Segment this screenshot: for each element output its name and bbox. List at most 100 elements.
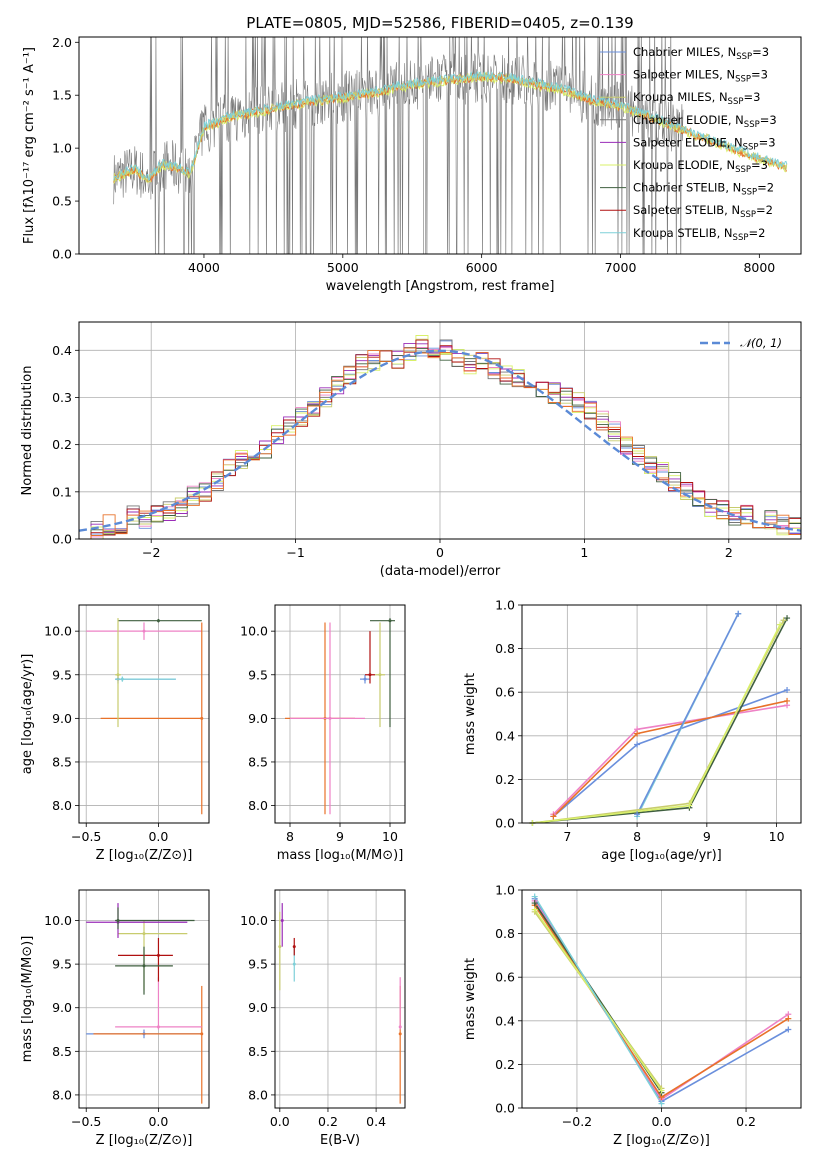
y-axis-label: mass weight — [463, 958, 478, 1040]
y-tick-label: 2.0 — [52, 35, 72, 50]
legend-label: Chabrier STELIB, NSSP=2 — [633, 181, 774, 198]
y-axis-label: mass weight — [463, 673, 478, 755]
y-tick-label: 0.2 — [495, 1057, 515, 1072]
series-line — [534, 896, 663, 1105]
y-tick-label: 10.0 — [240, 624, 268, 639]
x-tick-label: 0.0 — [148, 1114, 168, 1129]
x-axis-label: mass [log₁₀(M/M⊙)] — [277, 848, 404, 863]
legend-label: Chabrier MILES, NSSP=3 — [633, 45, 769, 62]
data-point — [120, 677, 124, 681]
y-tick-label: 0.0 — [495, 1101, 515, 1116]
x-axis-label: E(B-V) — [320, 1133, 360, 1148]
y-tick-label: 9.0 — [248, 711, 268, 726]
series-marker — [531, 893, 538, 900]
series-marker — [785, 1026, 792, 1033]
figure-title: PLATE=0805, MJD=52586, FIBERID=0405, z=0… — [246, 14, 633, 32]
y-tick-label: 9.5 — [52, 957, 72, 972]
x-tick-label: 10 — [769, 829, 785, 844]
axes-frame — [78, 889, 210, 1109]
data-point — [116, 673, 120, 677]
data-point — [156, 953, 160, 957]
axes-frame — [78, 36, 802, 255]
x-tick-label: 8 — [633, 829, 641, 844]
panel-spectrum: 4000 5000 6000 7000 8000 0.0 0.5 1.0 1.5 2.0 wavel… — [22, 35, 802, 294]
axes-frame — [521, 604, 802, 824]
y-tick-label: 8.5 — [248, 754, 268, 769]
y-tick-label: 10.0 — [240, 913, 268, 928]
legend-label: 𝒩(0, 1) — [740, 336, 782, 350]
y-axis-label: mass [log₁₀(M/M⊙)] — [20, 936, 35, 1063]
x-axis-label: Z [log₁₀(Z/Z⊙)] — [613, 1133, 710, 1148]
series-marker — [658, 1087, 665, 1094]
panel-mass-vs-ebv: 0.0 0.2 0.4 8.0 8.5 9.0 9.5 10.0 E(B-V) — [240, 889, 406, 1148]
x-tick-label: 0.0 — [270, 1114, 290, 1129]
series-marker — [780, 617, 787, 624]
series-line — [552, 704, 788, 815]
series-marker — [784, 697, 791, 704]
x-axis-label: Z [log₁₀(Z/Z⊙)] — [96, 848, 193, 863]
y-tick-label: 0.6 — [495, 685, 515, 700]
y-tick-label: 0.1 — [52, 484, 72, 499]
x-tick-label: 10 — [382, 829, 398, 844]
axes-frame — [78, 321, 802, 540]
series-marker — [634, 730, 641, 737]
series-marker — [735, 610, 742, 617]
x-tick-label: 1 — [580, 545, 588, 560]
panel-mass-vs-Z: −0.5 0.0 8.0 8.5 9.0 9.5 10.0 Z [log₁₀(Z/Z⊙)] ma… — [20, 889, 210, 1148]
model-spectrum-line — [113, 70, 788, 181]
series-line — [532, 624, 781, 823]
series-line — [552, 700, 788, 818]
data-point — [116, 919, 120, 923]
y-tick-label: 0.8 — [495, 641, 515, 656]
panel-age-vs-Z: −0.5 0.0 8.0 8.5 9.0 9.5 10.0 Z [log₁₀(Z/Z⊙)] ag… — [20, 604, 210, 863]
y-tick-label: 0.4 — [495, 728, 515, 743]
y-tick-label: 8.0 — [52, 1087, 72, 1102]
y-tick-label: 1.0 — [495, 598, 515, 613]
plot-area — [113, 37, 788, 254]
y-tick-label: 8.5 — [248, 1044, 268, 1059]
y-tick-label: 8.0 — [248, 1087, 268, 1102]
series-marker — [784, 687, 791, 694]
data-point — [278, 945, 282, 949]
series-marker — [785, 1015, 792, 1022]
y-tick-label: 8.0 — [52, 798, 72, 813]
y-tick-label: 9.5 — [248, 667, 268, 682]
data-point — [280, 919, 284, 923]
axes-frame — [274, 604, 406, 824]
x-tick-label: 8 — [286, 829, 294, 844]
normal-curve — [79, 349, 801, 532]
data-point — [378, 673, 382, 677]
y-tick-label: 0.8 — [495, 926, 515, 941]
y-tick-label: 10.0 — [44, 913, 72, 928]
x-tick-label: 0.4 — [366, 1114, 386, 1129]
data-point — [142, 964, 146, 968]
y-tick-label: 9.5 — [52, 667, 72, 682]
data-point — [328, 716, 332, 720]
data-point — [156, 619, 160, 623]
x-tick-label: 8000 — [743, 260, 775, 275]
x-tick-label: 0.0 — [652, 1114, 672, 1129]
x-tick-label: 6000 — [466, 260, 498, 275]
x-axis-label: Z [log₁₀(Z/Z⊙)] — [96, 1133, 193, 1148]
y-tick-label: 1.0 — [52, 141, 72, 156]
y-tick-label: 0.2 — [52, 437, 72, 452]
y-axis-label: Normed distribution — [20, 366, 35, 496]
plot-area — [79, 335, 801, 539]
legend-label: Kroupa ELODIE, NSSP=3 — [633, 158, 768, 175]
axes-frame — [521, 889, 802, 1109]
x-tick-label: −2 — [142, 545, 160, 560]
x-tick-label: 0.0 — [148, 829, 168, 844]
plot-area — [278, 903, 402, 1104]
x-tick-label: −1 — [286, 545, 304, 560]
data-point — [388, 619, 392, 623]
panel-age-vs-mass: 8 9 10 8.0 8.5 9.0 9.5 10.0 mass [log₁₀(M/M⊙)] — [240, 604, 406, 863]
y-tick-label: 9.5 — [248, 957, 268, 972]
x-tick-label: 0 — [436, 545, 444, 560]
x-tick-label: 9 — [703, 829, 711, 844]
histogram-step — [79, 347, 801, 539]
x-tick-label: 0.2 — [318, 1114, 338, 1129]
data-spectrum-line — [113, 37, 684, 254]
y-tick-label: 9.0 — [52, 711, 72, 726]
y-tick-label: 0.6 — [495, 970, 515, 985]
